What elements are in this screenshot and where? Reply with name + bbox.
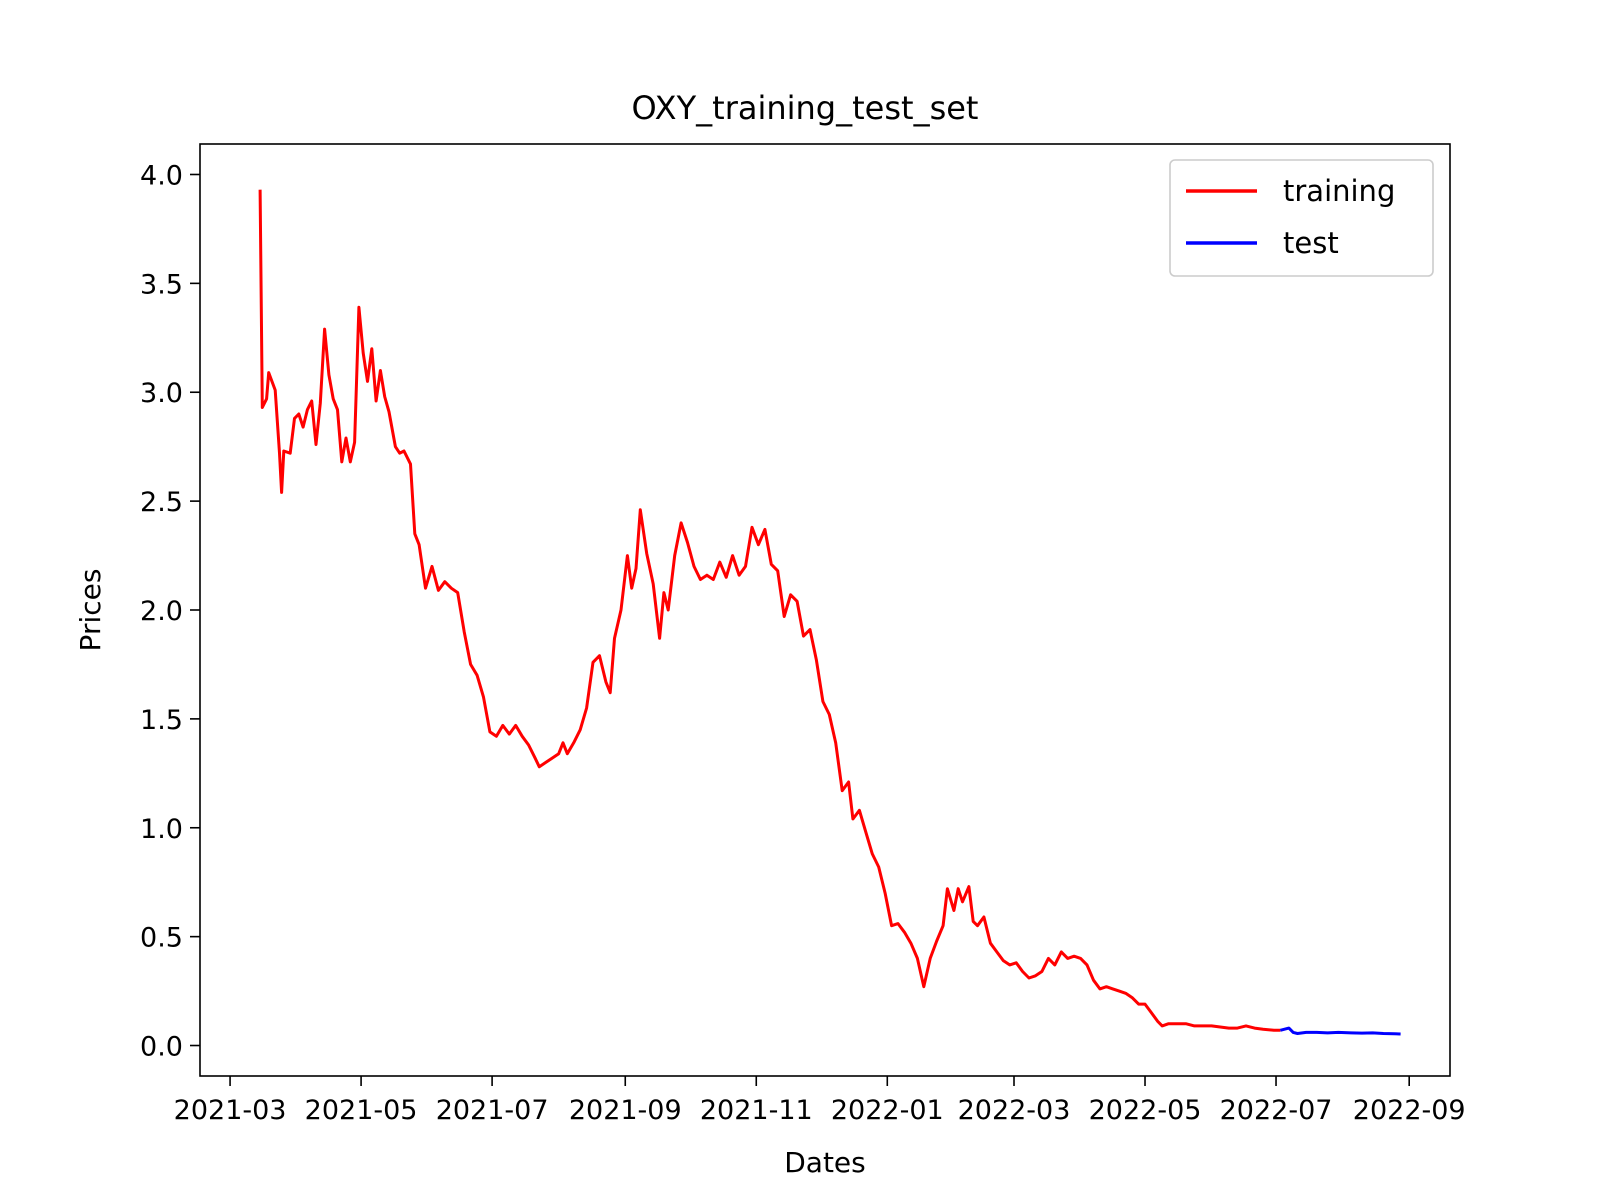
- x-tick-label: 2022-07: [1220, 1095, 1333, 1126]
- legend: training test: [1169, 159, 1434, 277]
- legend-label-test: test: [1283, 226, 1339, 260]
- y-tick-label: 1.0: [140, 814, 183, 845]
- x-tick-label: 2022-01: [831, 1095, 944, 1126]
- x-axis-label: Dates: [784, 1146, 866, 1179]
- x-tick-label: 2021-05: [305, 1095, 418, 1126]
- y-axis-label: Prices: [74, 569, 107, 652]
- x-tick-label: 2021-09: [569, 1095, 682, 1126]
- x-tick-label: 2022-05: [1089, 1095, 1202, 1126]
- y-tick-label: 0.5: [140, 923, 183, 954]
- plot-area-frame: [199, 143, 1451, 1077]
- legend-label-training: training: [1283, 174, 1395, 208]
- y-tick-label: 3.0: [140, 378, 183, 409]
- y-tick-label: 2.0: [140, 596, 183, 627]
- y-tick-label: 1.5: [140, 705, 183, 736]
- y-tick-label: 4.0: [140, 160, 183, 191]
- x-tick-label: 2022-09: [1353, 1095, 1466, 1126]
- y-tick-label: 3.5: [140, 269, 183, 300]
- x-tick-label: 2021-03: [174, 1095, 287, 1126]
- series-line-training: [258, 189, 1281, 1032]
- series-line-test: [1279, 1026, 1401, 1036]
- x-tick-label: 2021-07: [436, 1095, 549, 1126]
- y-axis-ticks: 0.0 0.5 1.0 1.5 2.0 2.5 3.0 3.5 4.0: [140, 160, 200, 1063]
- x-tick-label: 2021-11: [700, 1095, 813, 1126]
- y-tick-label: 0.0: [140, 1032, 183, 1063]
- y-tick-label: 2.5: [140, 487, 183, 518]
- x-tick-label: 2022-03: [958, 1095, 1071, 1126]
- series-lines: [258, 189, 1401, 1036]
- legend-box: [1169, 159, 1434, 277]
- chart-title: OXY_training_test_set: [632, 89, 979, 127]
- x-axis-ticks: 2021-03 2021-05 2021-07 2021-09 2021-11 2022-…: [174, 1076, 1466, 1126]
